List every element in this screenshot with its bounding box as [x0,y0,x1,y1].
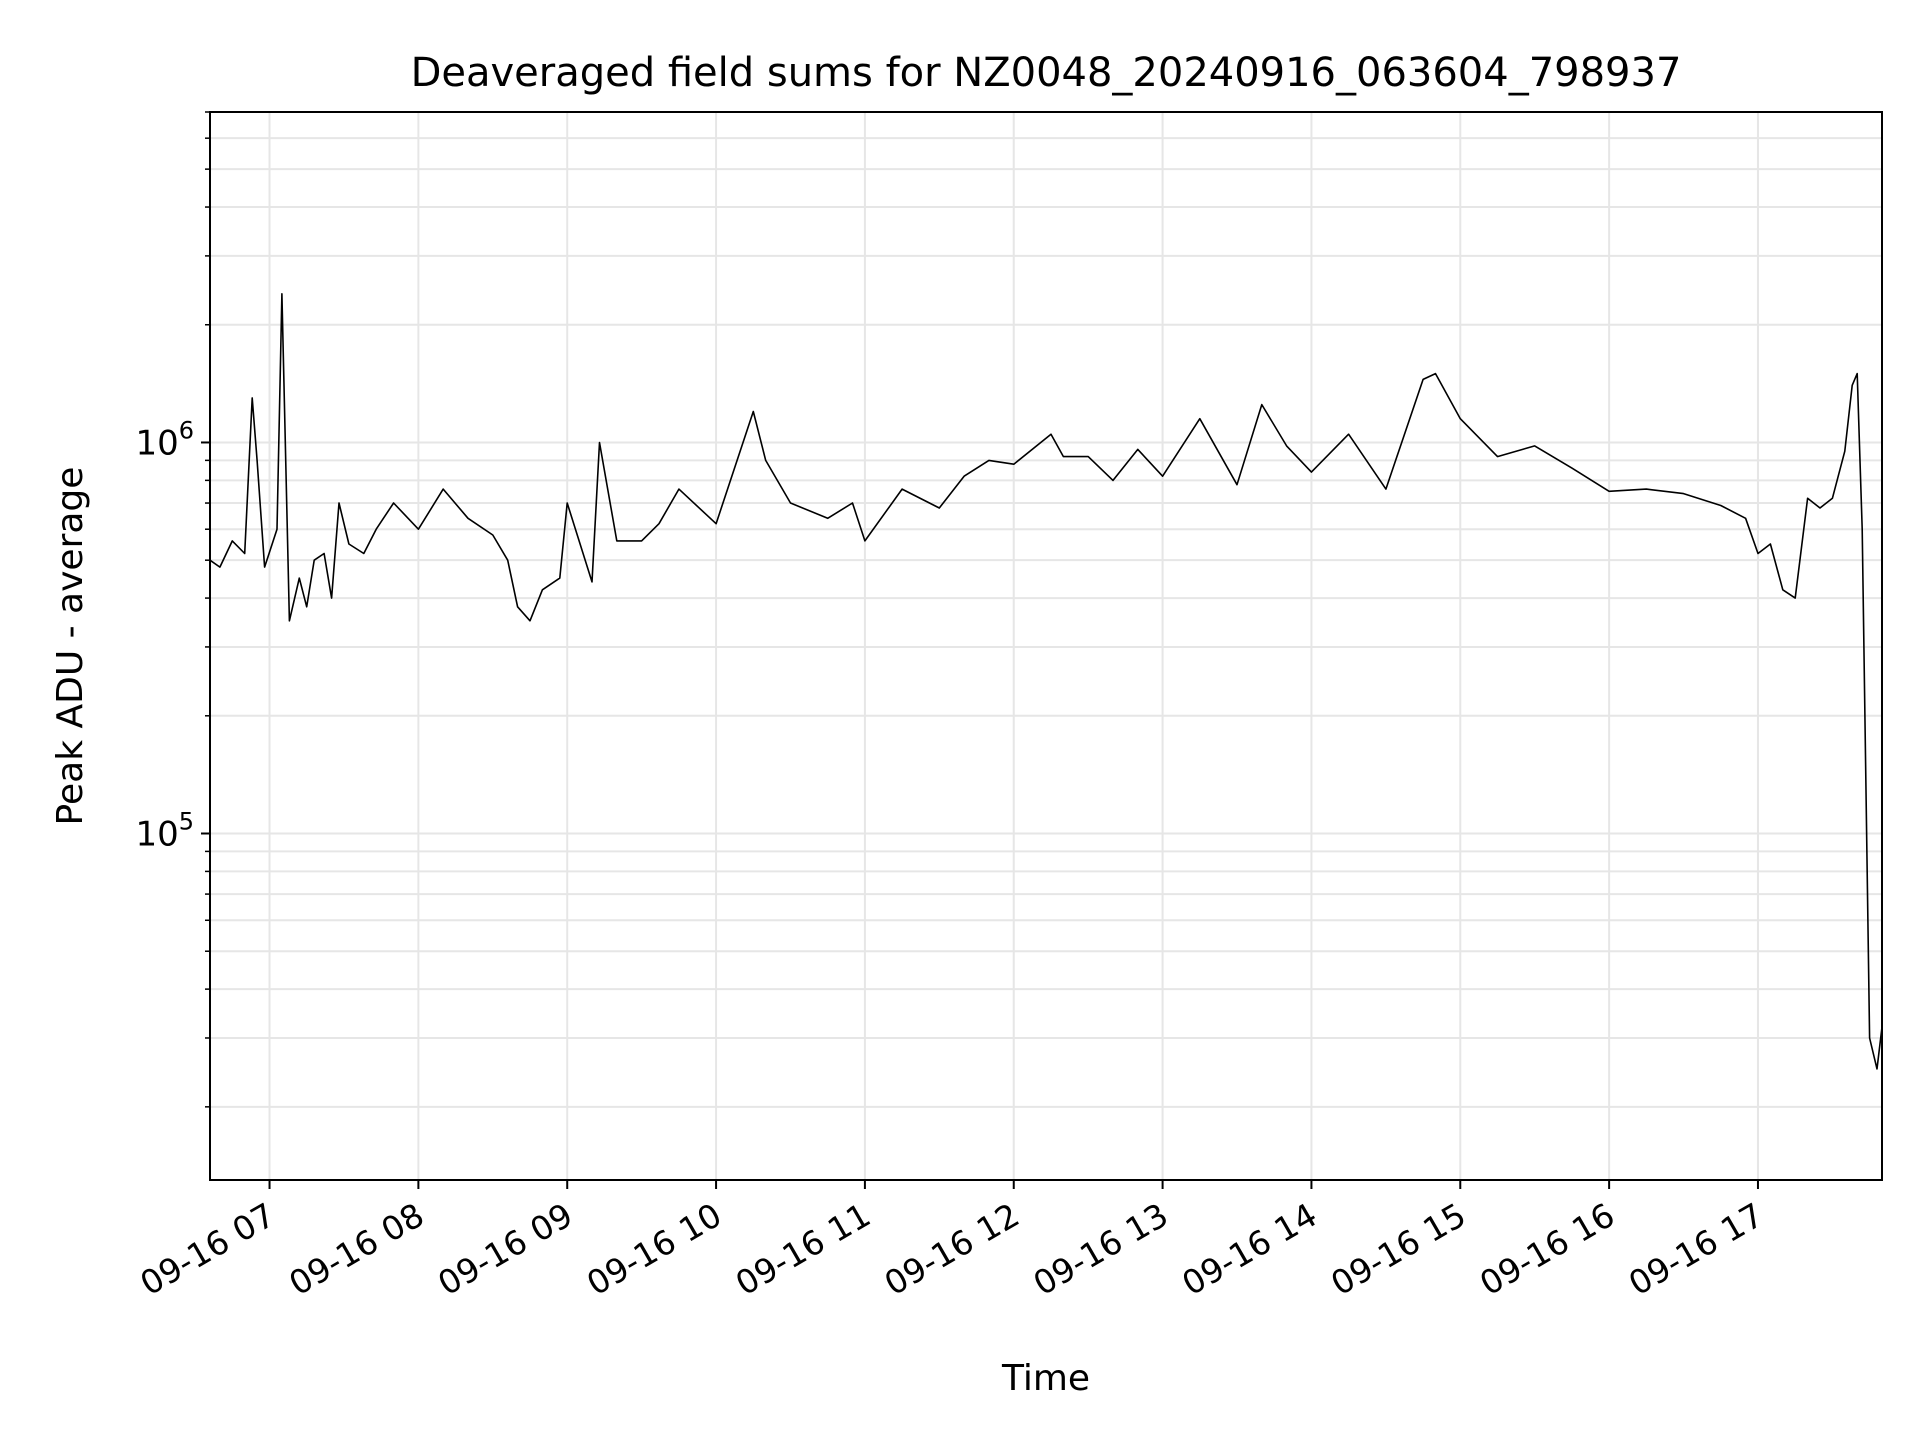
plot-frame [209,111,1883,1181]
y-tick-label: 106 [135,416,194,463]
y-tick-label-exponent: 6 [179,416,194,444]
y-tick-label-exponent: 5 [179,808,194,836]
chart-title: Deaveraged field sums for NZ0048_2024091… [411,50,1682,96]
line-layer [209,292,1883,1070]
series-line [209,292,1883,1070]
y-tick-label-base: 10 [135,423,178,463]
x-axis-label: Time [1001,1358,1090,1399]
y-tick-label: 105 [135,808,194,855]
y-axis-label: Peak ADU - average [50,467,91,826]
y-tick-label-base: 10 [135,815,178,855]
